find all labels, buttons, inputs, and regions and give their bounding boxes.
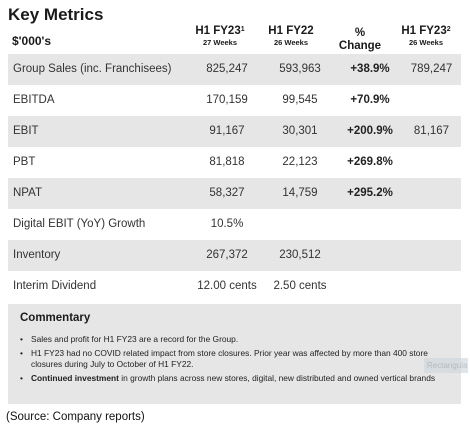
row-label: Inventory [13,249,61,261]
value-h1fy23: 10.5% [210,218,244,230]
metrics-table: Group Sales (inc. Franchisees) 825,247 5… [8,54,461,302]
value-h1fy23-26wk [400,271,463,302]
value-h1fy23: 12.00 cents [197,280,257,292]
value-change: +269.8% [347,156,393,168]
rectangle-watermark: Rectangula [424,358,468,373]
source-note: (Source: Company reports) [6,411,145,423]
value-h1fy22 [264,209,336,240]
value-h1fy22: 593,963 [279,63,321,75]
page-title: Key Metrics [8,5,104,24]
value-h1fy23: 267,372 [206,249,248,261]
value-h1fy23-26wk [400,147,463,178]
table-row: Group Sales (inc. Franchisees) 825,247 5… [8,54,461,85]
value-h1fy23-26wk: 789,247 [410,63,453,75]
table-row: Inventory 267,372 230,512 [8,240,461,271]
commentary-heading: Commentary [20,312,91,324]
row-label: EBIT [13,125,39,137]
value-h1fy23-26wk [400,240,463,271]
value-change [334,209,406,240]
value-h1fy23: 81,818 [209,156,245,168]
table-row: Digital EBIT (YoY) Growth 10.5% [8,209,461,240]
column-header-h1fy23: H1 FY231 27 Weeks [195,25,245,47]
list-item: • H1 FY23 had no COVID related impact fr… [20,348,428,369]
value-change [334,240,406,271]
value-change: +38.9% [350,63,390,75]
column-header-change: % Change [338,27,382,52]
table-row: EBITDA 170,159 99,545 +70.9% [8,85,461,116]
value-h1fy23: 91,167 [209,125,245,137]
value-change: +295.2% [347,187,393,199]
value-h1fy23: 58,327 [209,187,245,199]
value-h1fy22: 14,759 [282,187,318,199]
bullet-icon: • [20,348,23,358]
column-header-h1fy22: H1 FY22 26 Weeks [268,25,314,47]
value-h1fy23-26wk: 81,167 [413,125,450,137]
value-h1fy22: 30,301 [282,125,318,137]
column-header-h1fy23-26wk: H1 FY232 26 Weeks [401,25,451,47]
table-row: EBIT 91,167 30,301 +200.9% 81,167 [8,116,461,147]
value-h1fy22: 2.50 cents [273,280,327,292]
bullet-icon: • [20,334,23,344]
value-h1fy23: 170,159 [206,94,248,106]
value-h1fy22: 99,545 [282,94,318,106]
value-h1fy23-26wk [400,85,463,116]
row-label: PBT [13,156,36,168]
value-change [334,271,406,302]
list-item: • Sales and profit for H1 FY23 are a rec… [20,334,239,344]
value-h1fy23: 825,247 [206,63,248,75]
row-label: Group Sales (inc. Franchisees) [13,63,172,75]
list-item: • Continued investment in growth plans a… [20,373,436,383]
table-row: Interim Dividend 12.00 cents 2.50 cents [8,271,461,302]
value-h1fy22: 230,512 [279,249,321,261]
row-label: NPAT [13,187,42,199]
commentary-box: Commentary • Sales and profit for H1 FY2… [8,304,461,404]
value-h1fy23-26wk [400,209,463,240]
units-label: $'000's [12,34,52,48]
commentary-bullets: • Sales and profit for H1 FY23 are a rec… [18,334,458,387]
table-row: NPAT 58,327 14,759 +295.2% [8,178,461,209]
row-label: Interim Dividend [13,280,97,292]
row-label: Digital EBIT (YoY) Growth [13,218,146,230]
table-row: PBT 81,818 22,123 +269.8% [8,147,461,178]
value-h1fy22: 22,123 [282,156,318,168]
value-change: +70.9% [350,94,390,106]
value-change: +200.9% [347,125,393,137]
bullet-icon: • [20,373,23,383]
value-h1fy23-26wk [400,178,463,209]
row-label: EBITDA [13,94,55,106]
